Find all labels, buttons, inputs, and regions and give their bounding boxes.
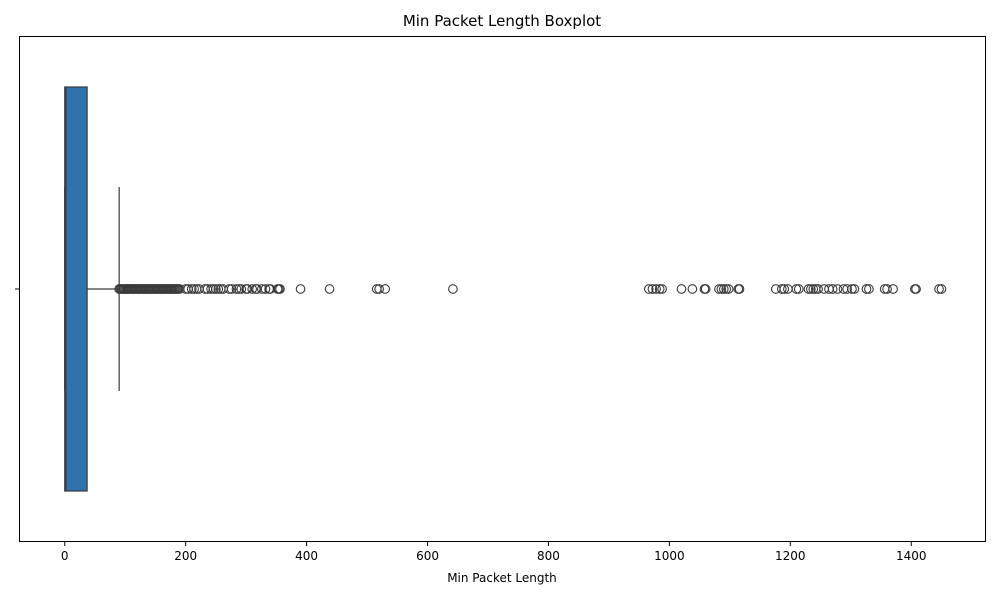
outlier-point (657, 284, 667, 294)
outlier-point (793, 284, 804, 294)
outlier-point (723, 284, 734, 294)
outlier-point (721, 284, 732, 294)
x-axis-label: Min Packet Length (447, 571, 557, 585)
outlier-point (779, 284, 790, 294)
outlier-point (186, 284, 197, 294)
x-tick-label: 200 (174, 549, 197, 563)
outlier-point (861, 284, 872, 294)
outlier-point (849, 284, 860, 294)
outlier-point (832, 284, 843, 294)
x-tick-label: 600 (416, 549, 439, 563)
outlier-point (231, 284, 242, 294)
outlier-point (213, 284, 224, 294)
chart-title: Min Packet Length Boxplot (403, 12, 601, 30)
outlier-point (808, 284, 819, 294)
outlier-point (934, 284, 944, 294)
outlier-point (827, 284, 838, 294)
outlier-point (716, 284, 727, 294)
outlier-point (236, 284, 247, 294)
outlier-point (882, 284, 892, 294)
outlier-point (911, 284, 921, 294)
outlier-point (734, 284, 745, 294)
outlier-point (380, 284, 391, 294)
outlier-point (813, 284, 823, 294)
outlier-point (224, 284, 235, 294)
x-tick-label: 1200 (775, 549, 806, 563)
outlier-point (842, 284, 852, 294)
plot-area (64, 86, 947, 492)
outlier-point (806, 284, 816, 294)
x-tick-label: 400 (295, 549, 318, 563)
outlier-point (260, 284, 271, 294)
outlier-point (448, 284, 458, 294)
outlier-point (208, 284, 219, 294)
outlier-point (651, 284, 661, 294)
outlier-point (936, 284, 947, 294)
outlier-point (888, 284, 898, 294)
outlier-point (206, 284, 216, 294)
outlier-point (864, 284, 874, 294)
x-tick-label: 1000 (654, 549, 685, 563)
outlier-point (654, 284, 665, 294)
outlier-point (226, 284, 237, 294)
x-tick-label: 0 (61, 549, 69, 563)
outlier-point (295, 284, 306, 294)
outlier-point (647, 284, 658, 294)
outlier-point (189, 284, 199, 294)
outlier-point (247, 284, 258, 294)
outlier-point (847, 284, 857, 294)
x-axis: 0 200 400 600 800 1000 1200 1400 (61, 541, 927, 563)
outlier-point (211, 284, 221, 294)
outlier-point (687, 284, 698, 294)
outlier-point (776, 284, 787, 294)
outlier-point (643, 284, 654, 294)
outlier-point (324, 284, 335, 294)
outlier-point (700, 284, 711, 294)
x-tick-label: 1400 (896, 549, 927, 563)
x-tick-label: 800 (537, 549, 560, 563)
outlier-point (791, 284, 802, 294)
outlier-point (275, 284, 285, 294)
outlier-point (803, 284, 814, 294)
outlier-point (676, 284, 687, 294)
outlier-point (718, 284, 729, 294)
box-iqr (64, 86, 88, 492)
outlier-point (714, 284, 724, 294)
outlier-point (374, 284, 385, 294)
